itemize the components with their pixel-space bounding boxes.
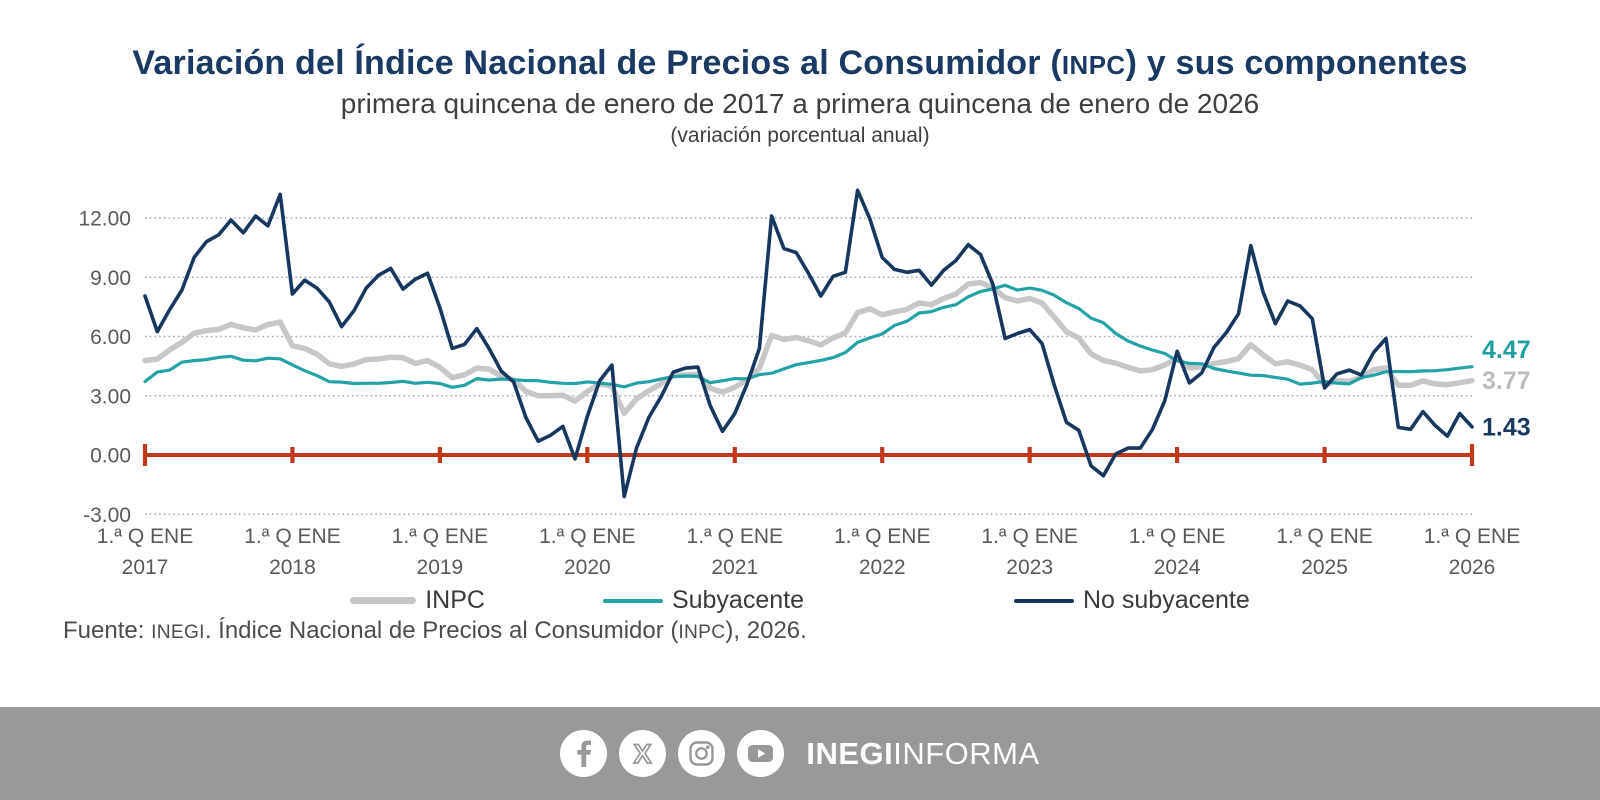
legend-label: Subyacente xyxy=(671,586,804,614)
end-label-inpc: 3.77 xyxy=(1482,367,1531,395)
subyacente-line xyxy=(143,283,1474,389)
x-axis-label: 1.ª Q ENE xyxy=(981,525,1077,548)
line-chart: 12.009.006.003.000.00-3.001.ª Q ENE20171… xyxy=(78,188,1531,579)
legend-swatch xyxy=(602,598,663,603)
y-axis-label: 3.00 xyxy=(90,385,131,408)
inegi-informa-brand: INEGIINFORMA xyxy=(806,735,1040,771)
source-text: Fuente: INEGI. Índice Nacional de Precio… xyxy=(63,617,807,644)
x-axis-label: 1.ª Q ENE xyxy=(1276,525,1372,548)
legend-item-inpc: INPC xyxy=(350,586,485,615)
y-axis-label: -3.00 xyxy=(83,504,131,527)
page-subtitle: primera quincena de enero de 2017 a prim… xyxy=(340,88,1260,119)
x-axis-label-year: 2022 xyxy=(859,556,906,579)
y-axis-label: 9.00 xyxy=(90,267,131,290)
page-note: (variación porcentual anual) xyxy=(670,124,930,147)
x-axis-label-year: 2026 xyxy=(1449,556,1496,579)
x-axis-label-year: 2019 xyxy=(417,556,464,579)
page-title: Variación del Índice Nacional de Precios… xyxy=(132,44,1468,82)
footer-bar: X INEGIINFORMA xyxy=(0,707,1600,800)
x-icon[interactable]: X xyxy=(619,730,667,777)
facebook-icon[interactable] xyxy=(560,730,608,777)
y-axis-label: 12.00 xyxy=(78,208,131,231)
social-icons: X xyxy=(560,730,785,777)
legend-swatch xyxy=(350,597,417,604)
svg-text:X: X xyxy=(634,739,652,769)
legend-label: INPC xyxy=(425,586,485,614)
x-axis-label-year: 2020 xyxy=(564,556,611,579)
inpc-line xyxy=(142,279,1475,417)
no-subyacente-line xyxy=(143,188,1474,499)
x-axis-label: 1.ª Q ENE xyxy=(244,525,340,548)
legend-swatch xyxy=(1014,598,1074,603)
y-axis-label: 0.00 xyxy=(90,445,131,468)
legend: INPC Subyacente No subyacente xyxy=(0,586,1600,615)
end-label-subyacente: 4.47 xyxy=(1482,336,1531,364)
x-axis-label: 1.ª Q ENE xyxy=(97,525,193,548)
x-axis-label: 1.ª Q ENE xyxy=(539,525,635,548)
x-axis-label: 1.ª Q ENE xyxy=(1129,525,1225,548)
x-axis-label-year: 2017 xyxy=(122,556,169,579)
x-axis-label-year: 2018 xyxy=(269,556,316,579)
x-axis-label-year: 2021 xyxy=(711,556,758,579)
legend-item-subyacente: Subyacente xyxy=(602,586,804,615)
x-axis-label-year: 2023 xyxy=(1006,556,1053,579)
x-axis-label: 1.ª Q ENE xyxy=(687,525,783,548)
legend-item-no-subyacente: No subyacente xyxy=(1014,586,1250,615)
x-axis-label: 1.ª Q ENE xyxy=(1424,525,1520,548)
x-axis-label: 1.ª Q ENE xyxy=(834,525,930,548)
y-axis-label: 6.00 xyxy=(90,326,131,349)
x-axis-label-year: 2024 xyxy=(1154,556,1201,579)
instagram-icon[interactable] xyxy=(678,730,726,777)
youtube-icon[interactable] xyxy=(737,730,785,777)
x-axis-label: 1.ª Q ENE xyxy=(392,525,488,548)
x-axis-label-year: 2025 xyxy=(1301,556,1348,579)
legend-label: No subyacente xyxy=(1083,586,1250,614)
end-label-no-subyacente: 1.43 xyxy=(1482,413,1531,441)
